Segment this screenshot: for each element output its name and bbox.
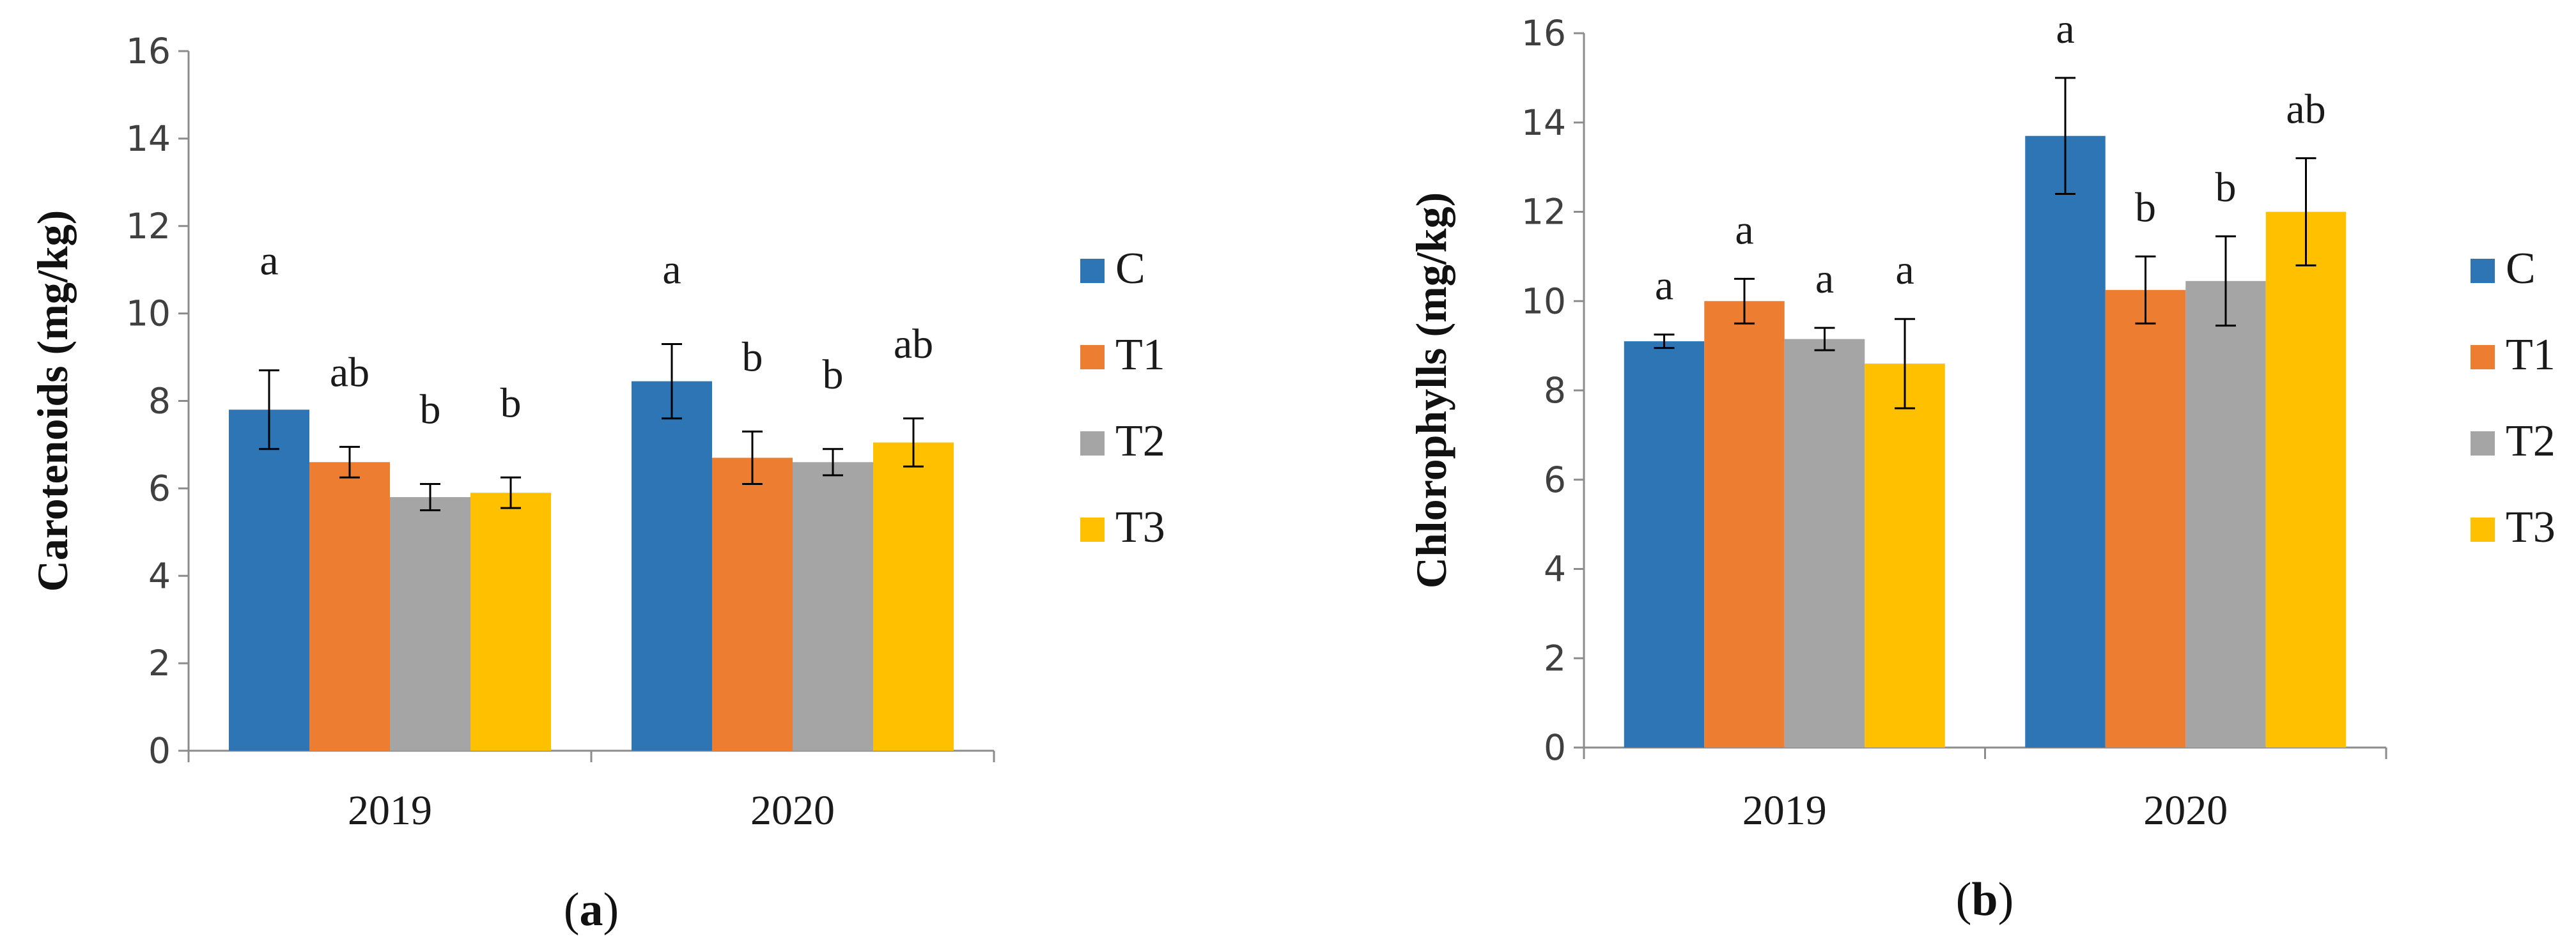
legend-swatch-T1 [1080,345,1105,369]
legend-swatch-T1 [2471,345,2495,369]
significance-letter: a [1655,263,1673,309]
bar-T3-2019 [1865,364,1945,748]
legend-label-C: C [2506,244,2536,293]
bar-C-2019 [1624,341,1705,748]
bar-T3-2020 [873,442,954,751]
significance-letter: b [500,380,522,426]
y-tick-label: 2 [148,643,171,684]
bar-C-2019 [229,410,309,751]
x-category-label: 2020 [750,787,835,834]
bar-T1-2020 [712,457,793,751]
bar-T1-2019 [309,462,390,751]
chart-chlorophylls: 0 2 4 6 8 10 12 14 16 Chlorophylls (mg/kg) 2019 a a a… [1407,6,2556,926]
legend-label-T1: T1 [1115,330,1165,380]
legend-swatch-C [1080,259,1105,283]
bar-T2-2019 [390,497,470,751]
y-tick-label: 14 [126,118,171,159]
bar-T3-2019 [470,493,551,751]
y-tick-label: 2 [1544,638,1566,679]
y-tick-label: 14 [1521,102,1566,143]
significance-letter: a [1895,247,1914,293]
y-tick-label: 16 [1521,13,1566,54]
significance-letter: a [1815,256,1834,302]
y-tick-label: 12 [1521,192,1566,233]
bar-T2-2020 [2185,280,2266,748]
y-tick-label: 12 [126,206,171,247]
significance-letter: ab [2286,86,2325,133]
y-axis-label: Chlorophylls (mg/kg) [1407,192,1455,588]
significance-letter: a [662,247,681,293]
significance-letter: a [1735,206,1753,253]
y-tick-label: 10 [126,293,171,334]
significance-letter: a [2056,6,2074,52]
y-tick-label: 6 [1544,459,1566,500]
legend-swatch-C [2471,259,2495,283]
significance-letter: b [420,387,441,433]
significance-letter: ab [894,321,933,367]
legend-swatch-T3 [2471,518,2495,542]
y-tick-label: 4 [1544,549,1566,590]
bar-T3-2020 [2265,211,2347,748]
y-tick-label: 6 [148,468,171,509]
legend-label-T1: T1 [2506,330,2556,380]
y-tick-label: 8 [148,381,171,422]
legend-label-T3: T3 [2506,503,2556,552]
y-tick-label: 0 [148,730,171,771]
significance-letter: b [823,351,844,398]
significance-letter: a [260,238,278,284]
panel-label: (a) [564,884,619,936]
bar-T2-2020 [793,462,873,751]
y-tick-label: 10 [1521,280,1566,321]
legend-label-T2: T2 [1115,417,1165,466]
legend-swatch-T2 [1080,431,1105,456]
bar-C-2020 [2025,135,2106,748]
bar-C-2020 [632,381,712,751]
x-category-label: 2019 [348,787,432,834]
y-tick-label: 0 [1544,727,1566,768]
legend-swatch-T3 [1080,518,1105,542]
legend-swatch-T2 [2471,431,2495,456]
legend-label-T3: T3 [1115,503,1165,552]
legend-label-T2: T2 [2506,417,2556,466]
panel-label: (b) [1956,873,2013,926]
bar-T2-2019 [1784,339,1865,748]
y-tick-label: 16 [126,31,171,72]
significance-letter: b [2135,184,2156,231]
significance-letter: ab [330,349,369,395]
significance-letter: b [742,334,763,380]
y-tick-label: 8 [1544,370,1566,411]
y-tick-label: 4 [148,555,171,596]
x-category-label: 2019 [1742,787,1827,834]
bar-T1-2019 [1704,301,1785,748]
significance-letter: b [2215,164,2237,211]
bar-T1-2020 [2105,289,2186,748]
x-category-label: 2020 [2143,787,2228,834]
legend-label-C: C [1115,244,1145,293]
y-axis-label: Carotenoids (mg/kg) [28,210,77,592]
